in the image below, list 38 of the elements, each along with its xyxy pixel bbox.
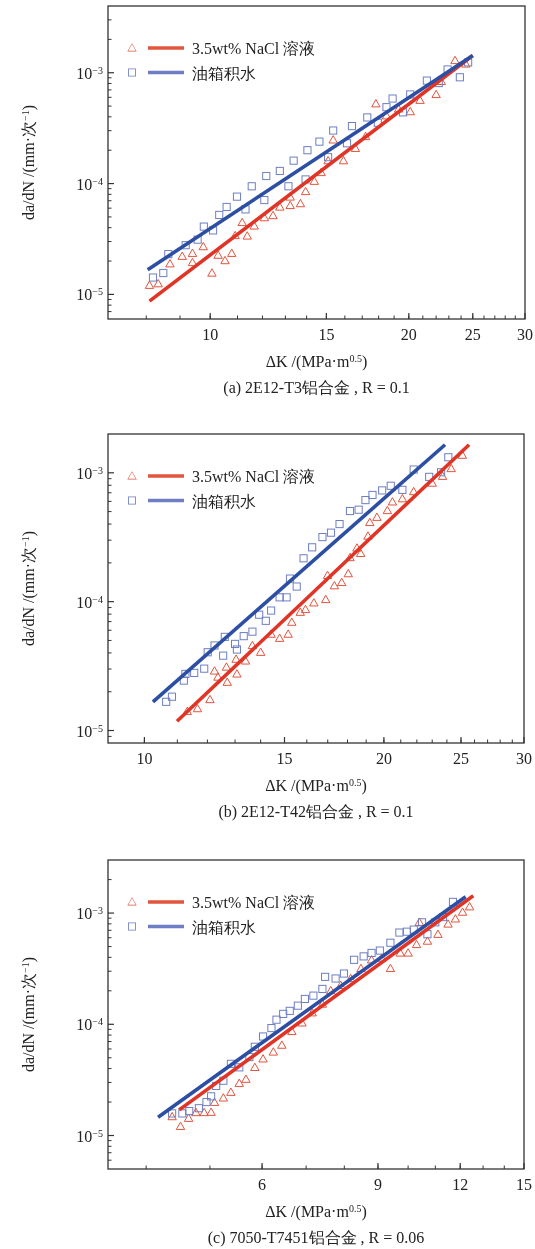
text: (a) 2E12-T3铝合金 , R = 0.1 xyxy=(223,379,410,397)
legend-label: 油箱积水 xyxy=(192,64,256,82)
x-tick-label: 10 xyxy=(202,326,219,343)
x-tick-label: 10 xyxy=(136,750,153,767)
x-tick-label: 6 xyxy=(258,1176,267,1193)
x-tick-label: 20 xyxy=(375,750,392,767)
legend-label: 3.5wt% NaCl 溶液 xyxy=(192,468,316,485)
y-tick-label: 10$^{−3}$ xyxy=(76,464,103,482)
legend-label: 3.5wt% NaCl 溶液 xyxy=(192,894,316,911)
legend-item: 油箱积水 xyxy=(128,918,256,936)
y-tick-label: 10$^{−5}$ xyxy=(76,722,103,740)
x-tick-label: 25 xyxy=(453,750,469,767)
x-axis-title: ΔK /(MPa·m$^{0.5}$) xyxy=(265,776,367,795)
legend-label: 油箱积水 xyxy=(192,918,256,936)
x-tick-label: 15 xyxy=(318,326,335,343)
y-tick-label: 10$^{−4}$ xyxy=(76,1015,103,1034)
text: (b) 2E12-T42铝合金 , R = 0.1 xyxy=(218,803,414,821)
text: (c) 7050-T7451铝合金 , R = 0.06 xyxy=(207,1229,425,1247)
y-tick-label: 10$^{−3}$ xyxy=(76,64,103,82)
x-axis-title: ΔK /(MPa·m$^{0.5}$) xyxy=(265,352,368,371)
x-tick-label: 15 xyxy=(516,1176,532,1193)
y-tick-label: 10$^{−3}$ xyxy=(76,904,103,923)
y-tick-label: 10$^{−4}$ xyxy=(76,593,103,611)
legend-label: 油箱积水 xyxy=(192,492,256,510)
x-tick-label: 12 xyxy=(452,1176,469,1193)
x-tick-label: 30 xyxy=(516,750,532,767)
x-tick-label: 20 xyxy=(400,326,417,343)
legend-label: 3.5wt% NaCl 溶液 xyxy=(192,40,316,57)
x-tick-label: 15 xyxy=(276,750,293,767)
x-tick-label: 9 xyxy=(373,1176,382,1193)
x-axis-title: ΔK /(MPa·m$^{0.5}$) xyxy=(265,1202,367,1221)
x-tick-label: 25 xyxy=(464,326,481,343)
x-tick-label: 30 xyxy=(517,326,533,343)
y-tick-label: 10$^{−5}$ xyxy=(76,1127,103,1145)
y-tick-label: 10$^{−4}$ xyxy=(76,175,103,193)
y-tick-label: 10$^{−5}$ xyxy=(76,285,103,304)
legend-item: 油箱积水 xyxy=(128,64,256,82)
legend-item: 油箱积水 xyxy=(128,492,256,510)
